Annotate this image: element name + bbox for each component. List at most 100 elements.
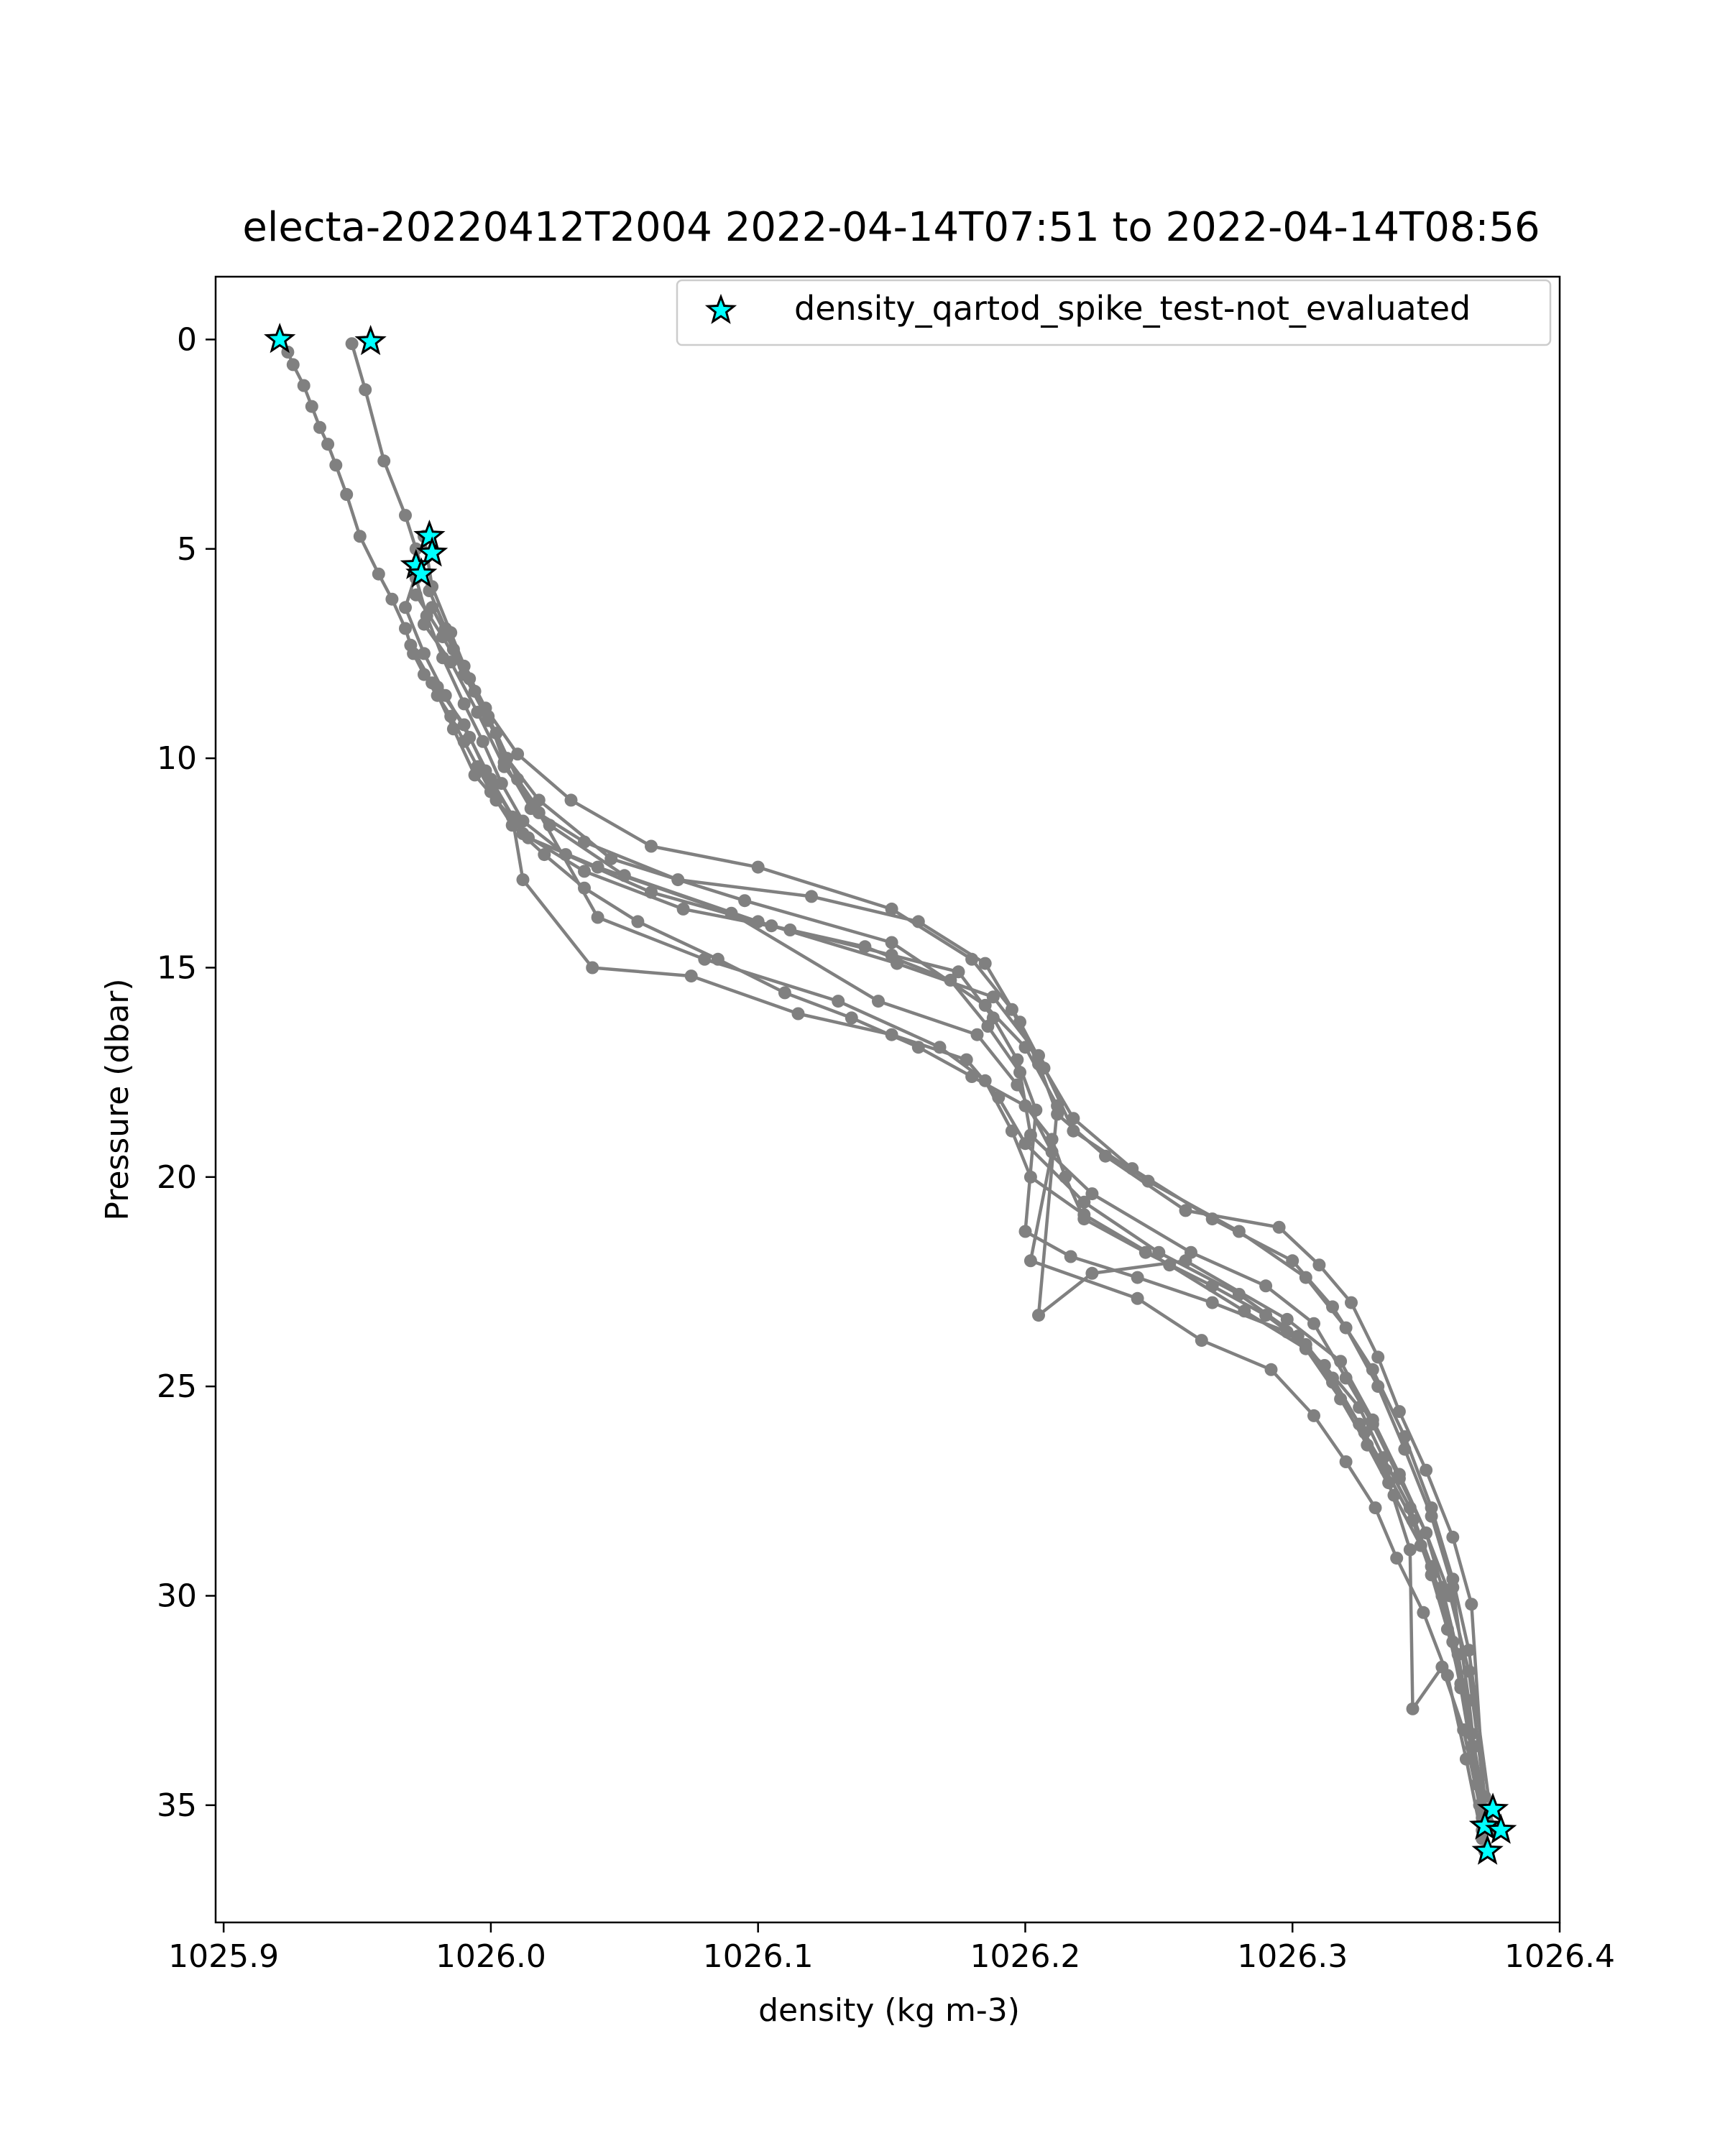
profile-point (1446, 1530, 1460, 1544)
profile-point (1307, 1317, 1320, 1330)
profile-point (446, 642, 460, 656)
profile-point (1232, 1225, 1246, 1238)
profile-point (1339, 1455, 1353, 1468)
profile-point (564, 793, 578, 807)
profile-point (1440, 1669, 1454, 1682)
profile-point (617, 869, 631, 883)
y-tick-label: 10 (157, 740, 197, 777)
profile-point (885, 936, 898, 949)
profile-point (858, 940, 872, 954)
y-tick-label: 30 (157, 1577, 197, 1614)
profile-point (409, 542, 423, 556)
profile-point (891, 957, 903, 970)
profile-point (1032, 1309, 1045, 1322)
profile-point (377, 454, 391, 468)
y-axis-label: Pressure (dbar) (99, 978, 136, 1220)
profile-point (591, 860, 604, 874)
profile-point (1018, 1137, 1032, 1151)
profile-point (359, 383, 372, 397)
profile-point (426, 601, 439, 614)
profile-point (1371, 1350, 1385, 1364)
profile-point (698, 952, 712, 966)
profile-point (409, 588, 423, 602)
profile-line-6 (436, 686, 1481, 1806)
profile-point (805, 890, 818, 903)
profile-point (286, 358, 300, 372)
profile-point (751, 860, 765, 874)
profile-point (1067, 1124, 1080, 1138)
profile-point (1371, 1380, 1385, 1393)
profile-point (1420, 1526, 1433, 1540)
profile-point (457, 718, 471, 732)
profile-point (1392, 1468, 1406, 1481)
profile-point (1011, 1078, 1024, 1092)
legend-star-icon (704, 293, 737, 324)
profile-point (1259, 1279, 1273, 1293)
profile-point (952, 965, 965, 979)
profile-point (1366, 1413, 1379, 1427)
x-tick-label: 1026.0 (436, 1938, 546, 1975)
chart-title: electa-20220412T2004 2022-04-14T07:51 to… (242, 204, 1540, 251)
flagged-star-marker (264, 323, 296, 354)
profile-point (1326, 1376, 1339, 1389)
profile-point (340, 488, 354, 501)
profile-point (538, 848, 551, 862)
profile-point (960, 1053, 973, 1067)
profile-point (676, 902, 690, 916)
profile-point (321, 438, 335, 451)
legend: density_qartod_spike_test-not_evaluated (676, 279, 1552, 346)
flagged-star-marker (1471, 1834, 1504, 1865)
profile-point (645, 839, 658, 853)
profile-point (1179, 1204, 1192, 1217)
plot-area (264, 323, 1517, 1865)
profile-point (297, 379, 310, 392)
profile-point (1032, 1049, 1045, 1062)
profile-point (1152, 1245, 1166, 1259)
profile-point (1414, 1539, 1427, 1552)
profile-point (591, 911, 604, 924)
y-tick-label: 20 (157, 1159, 197, 1196)
profile-point (1064, 1250, 1077, 1263)
profile-point (1312, 1258, 1326, 1272)
profile-point (1141, 1174, 1155, 1188)
profile-point (353, 530, 367, 543)
profile-point (1382, 1476, 1396, 1490)
profile-point (1131, 1291, 1144, 1305)
profile-point (1420, 1463, 1433, 1477)
flagged-star-marker (415, 536, 448, 567)
y-tick-label: 25 (157, 1368, 197, 1405)
profile-point (1462, 1694, 1476, 1708)
profile-point (986, 990, 1000, 1004)
profile-point (1358, 1426, 1371, 1439)
y-axis: 0 5 10 15 20 25 30 35 (157, 321, 216, 1824)
profile-point (586, 961, 599, 975)
profile-point (329, 459, 343, 472)
profile-point (872, 995, 885, 1008)
profile-point (1085, 1187, 1099, 1201)
profile-point (372, 567, 385, 581)
profile-point (1238, 1304, 1251, 1318)
legend-label: density_qartod_spike_test-not_evaluated (794, 289, 1471, 328)
profile-point (1291, 1330, 1305, 1343)
y-tick-label: 5 (177, 531, 197, 568)
profile-point (978, 998, 992, 1012)
profile-point (885, 902, 898, 916)
profile-point (494, 777, 508, 791)
profile-point (1299, 1271, 1312, 1284)
profile-point (457, 697, 471, 711)
profile-point (645, 885, 658, 899)
profile-point (1459, 1752, 1473, 1766)
profile-point (1368, 1501, 1382, 1515)
profile-point (738, 894, 752, 908)
profile-point (446, 722, 460, 736)
profile-point (1077, 1195, 1091, 1209)
profile-point (511, 747, 525, 761)
profile-point (479, 764, 492, 778)
profile-point (885, 1028, 898, 1041)
profile-point (385, 592, 399, 606)
profile-point (684, 969, 698, 983)
y-tick-label: 0 (177, 321, 197, 358)
profile-point (1286, 1254, 1300, 1268)
profile-point (468, 768, 482, 782)
flagged-star-marker (1468, 1809, 1501, 1840)
